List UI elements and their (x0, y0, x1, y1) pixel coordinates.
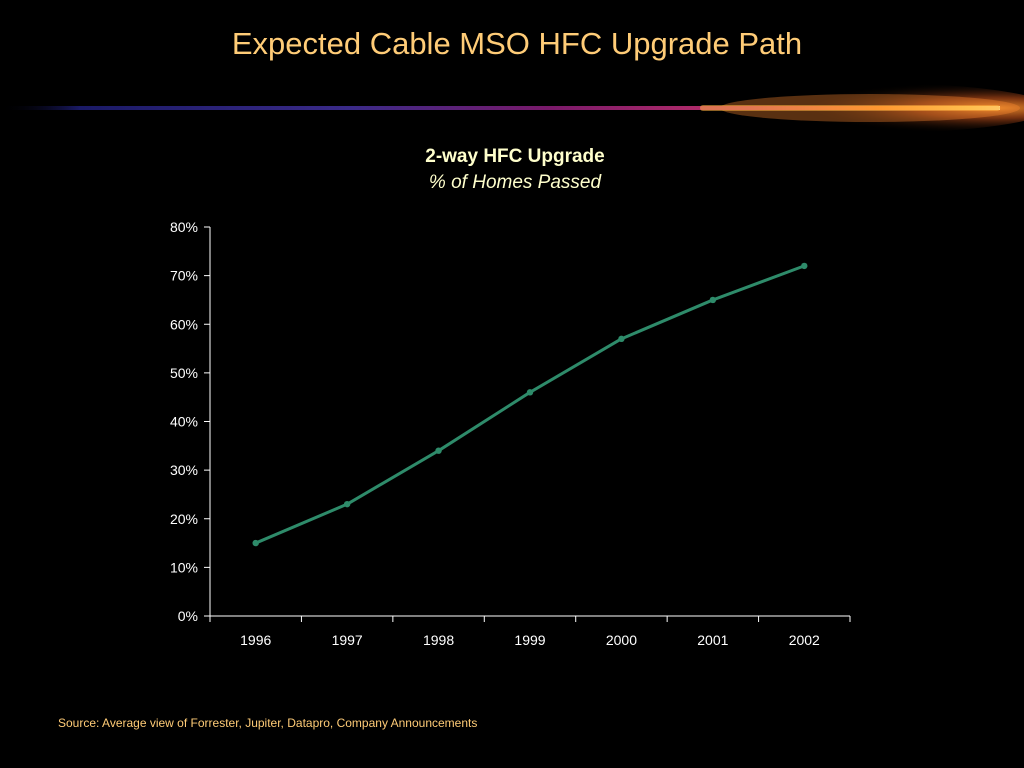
x-tick-label: 1999 (514, 632, 545, 648)
y-tick-label: 40% (170, 414, 198, 430)
y-tick-label: 30% (170, 462, 198, 478)
x-tick-label: 2000 (606, 632, 637, 648)
data-point (709, 296, 717, 304)
series-group (252, 262, 808, 547)
data-point (801, 262, 808, 270)
decorative-swoosh (0, 82, 1024, 134)
x-tick-label: 2001 (697, 632, 728, 648)
chart-subtitle: % of Homes Passed (429, 172, 603, 193)
y-tick-label: 0% (178, 608, 198, 624)
data-point (252, 539, 259, 547)
data-point (526, 389, 534, 396)
source-note: Source: Average view of Forrester, Jupit… (58, 716, 478, 730)
y-axis-ticks: 0% 10% 20% 30% 40% 50% 60% 70% 80% (170, 219, 210, 624)
slide-title: Expected Cable MSO HFC Upgrade Path (231, 26, 803, 61)
x-tick-label: 1998 (423, 632, 454, 648)
x-axis-ticks: 1996 1997 1998 1999 2000 2001 2002 (209, 616, 851, 648)
x-tick-label: 1996 (240, 632, 271, 648)
x-tick-label: 1997 (332, 632, 363, 648)
y-tick-label: 20% (170, 511, 198, 527)
y-tick-label: 80% (170, 219, 198, 235)
data-point (618, 335, 625, 343)
y-tick-label: 60% (170, 316, 198, 332)
y-tick-label: 70% (170, 268, 198, 284)
data-point (343, 500, 351, 508)
y-tick-label: 50% (170, 365, 198, 381)
chart-title: 2-way HFC Upgrade (425, 146, 604, 167)
y-tick-label: 10% (170, 559, 198, 575)
series-line (255, 264, 805, 545)
x-tick-label: 2002 (789, 632, 820, 648)
data-point (435, 447, 442, 454)
